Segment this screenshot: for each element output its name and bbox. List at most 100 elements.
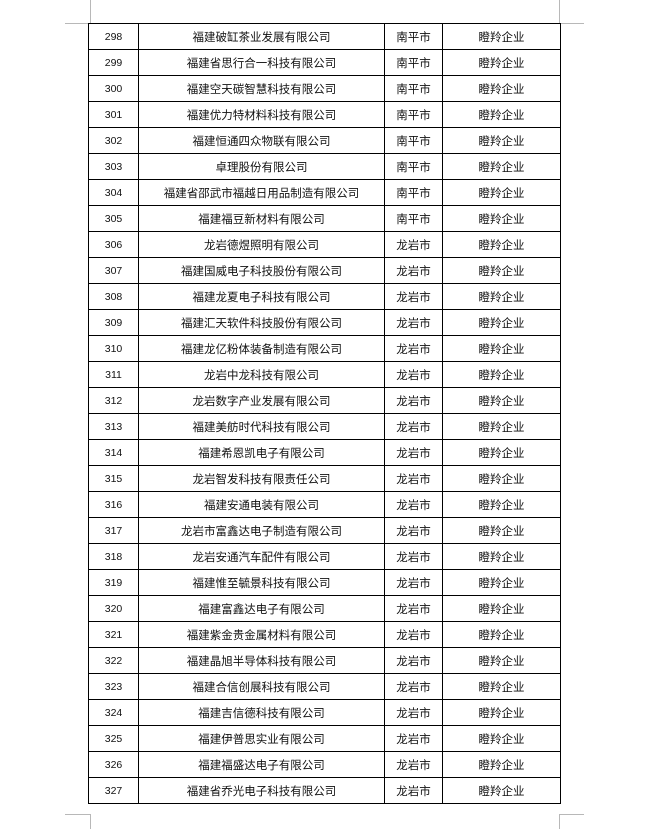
cell-company-name: 福建伊普思实业有限公司 [138,725,385,752]
table-row: 307 福建国威电子科技股份有限公司 龙岩市 瞪羚企业 [88,257,561,284]
cell-city: 南平市 [384,75,443,102]
cell-enterprise-type: 瞪羚企业 [442,205,561,232]
cell-enterprise-type: 瞪羚企业 [442,23,561,50]
cell-city: 龙岩市 [384,673,443,700]
cell-company-name: 福建省乔光电子科技有限公司 [138,777,385,804]
cell-company-name: 福建安通电装有限公司 [138,491,385,518]
table-row: 317 龙岩市富鑫达电子制造有限公司 龙岩市 瞪羚企业 [88,517,561,544]
table-row: 304 福建省邵武市福越日用品制造有限公司 南平市 瞪羚企业 [88,179,561,206]
cell-company-name: 福建破缸茶业发展有限公司 [138,23,385,50]
cell-number: 319 [88,569,139,596]
table-row: 311 龙岩中龙科技有限公司 龙岩市 瞪羚企业 [88,361,561,388]
cell-city: 龙岩市 [384,751,443,778]
cell-enterprise-type: 瞪羚企业 [442,153,561,180]
cell-number: 307 [88,257,139,284]
cell-city: 龙岩市 [384,621,443,648]
cell-enterprise-type: 瞪羚企业 [442,257,561,284]
cell-city: 龙岩市 [384,361,443,388]
cell-enterprise-type: 瞪羚企业 [442,101,561,128]
cell-number: 327 [88,777,139,804]
margin-corner-mark [90,814,91,829]
cell-number: 302 [88,127,139,154]
cell-enterprise-type: 瞪羚企业 [442,127,561,154]
table-row: 321 福建紫金贵金属材料有限公司 龙岩市 瞪羚企业 [88,621,561,648]
cell-enterprise-type: 瞪羚企业 [442,361,561,388]
cell-enterprise-type: 瞪羚企业 [442,75,561,102]
cell-company-name: 福建晶旭半导体科技有限公司 [138,647,385,674]
cell-number: 313 [88,413,139,440]
cell-city: 龙岩市 [384,517,443,544]
cell-number: 322 [88,647,139,674]
cell-number: 308 [88,283,139,310]
cell-company-name: 福建富鑫达电子有限公司 [138,595,385,622]
cell-enterprise-type: 瞪羚企业 [442,751,561,778]
cell-company-name: 龙岩德煜照明有限公司 [138,231,385,258]
table-row: 316 福建安通电装有限公司 龙岩市 瞪羚企业 [88,491,561,518]
cell-number: 299 [88,49,139,76]
cell-number: 318 [88,543,139,570]
cell-enterprise-type: 瞪羚企业 [442,491,561,518]
table-row: 315 龙岩智发科技有限责任公司 龙岩市 瞪羚企业 [88,465,561,492]
cell-city: 龙岩市 [384,699,443,726]
table-row: 300 福建空天碳智慧科技有限公司 南平市 瞪羚企业 [88,75,561,102]
cell-number: 320 [88,595,139,622]
cell-enterprise-type: 瞪羚企业 [442,777,561,804]
cell-city: 龙岩市 [384,725,443,752]
cell-city: 龙岩市 [384,387,443,414]
table-row: 323 福建合信创展科技有限公司 龙岩市 瞪羚企业 [88,673,561,700]
cell-company-name: 福建龙亿粉体装备制造有限公司 [138,335,385,362]
table-row: 324 福建吉信德科技有限公司 龙岩市 瞪羚企业 [88,699,561,726]
cell-company-name: 龙岩数字产业发展有限公司 [138,387,385,414]
cell-company-name: 福建美舫时代科技有限公司 [138,413,385,440]
cell-city: 龙岩市 [384,283,443,310]
enterprise-table: 298 福建破缸茶业发展有限公司 南平市 瞪羚企业 299 福建省思行合一科技有限公司 南平… [88,23,561,804]
cell-city: 龙岩市 [384,465,443,492]
table-row: 303 卓理股份有限公司 南平市 瞪羚企业 [88,153,561,180]
table-row: 302 福建恒通四众物联有限公司 南平市 瞪羚企业 [88,127,561,154]
cell-enterprise-type: 瞪羚企业 [442,179,561,206]
cell-city: 龙岩市 [384,413,443,440]
cell-number: 309 [88,309,139,336]
cell-enterprise-type: 瞪羚企业 [442,49,561,76]
cell-number: 326 [88,751,139,778]
cell-number: 317 [88,517,139,544]
cell-company-name: 福建省邵武市福越日用品制造有限公司 [138,179,385,206]
cell-company-name: 龙岩市富鑫达电子制造有限公司 [138,517,385,544]
cell-number: 298 [88,23,139,50]
margin-corner-mark [560,23,584,24]
cell-enterprise-type: 瞪羚企业 [442,543,561,570]
cell-city: 南平市 [384,153,443,180]
margin-corner-mark [559,814,560,829]
cell-company-name: 福建国威电子科技股份有限公司 [138,257,385,284]
cell-enterprise-type: 瞪羚企业 [442,621,561,648]
cell-number: 314 [88,439,139,466]
table-row: 309 福建汇天软件科技股份有限公司 龙岩市 瞪羚企业 [88,309,561,336]
table-row: 310 福建龙亿粉体装备制造有限公司 龙岩市 瞪羚企业 [88,335,561,362]
cell-company-name: 龙岩安通汽车配件有限公司 [138,543,385,570]
cell-number: 323 [88,673,139,700]
cell-enterprise-type: 瞪羚企业 [442,283,561,310]
cell-number: 304 [88,179,139,206]
cell-company-name: 福建空天碳智慧科技有限公司 [138,75,385,102]
cell-company-name: 福建福盛达电子有限公司 [138,751,385,778]
margin-corner-mark [90,0,91,23]
cell-enterprise-type: 瞪羚企业 [442,569,561,596]
cell-company-name: 福建福豆新材料有限公司 [138,205,385,232]
table-row: 325 福建伊普思实业有限公司 龙岩市 瞪羚企业 [88,725,561,752]
cell-company-name: 福建恒通四众物联有限公司 [138,127,385,154]
cell-city: 南平市 [384,205,443,232]
table-row: 308 福建龙夏电子科技有限公司 龙岩市 瞪羚企业 [88,283,561,310]
cell-number: 301 [88,101,139,128]
cell-number: 312 [88,387,139,414]
table-row: 327 福建省乔光电子科技有限公司 龙岩市 瞪羚企业 [88,777,561,804]
table-row: 318 龙岩安通汽车配件有限公司 龙岩市 瞪羚企业 [88,543,561,570]
cell-company-name: 福建合信创展科技有限公司 [138,673,385,700]
cell-number: 325 [88,725,139,752]
table-row: 326 福建福盛达电子有限公司 龙岩市 瞪羚企业 [88,751,561,778]
cell-enterprise-type: 瞪羚企业 [442,647,561,674]
cell-company-name: 卓理股份有限公司 [138,153,385,180]
cell-enterprise-type: 瞪羚企业 [442,673,561,700]
cell-city: 龙岩市 [384,257,443,284]
cell-enterprise-type: 瞪羚企业 [442,517,561,544]
cell-company-name: 福建紫金贵金属材料有限公司 [138,621,385,648]
